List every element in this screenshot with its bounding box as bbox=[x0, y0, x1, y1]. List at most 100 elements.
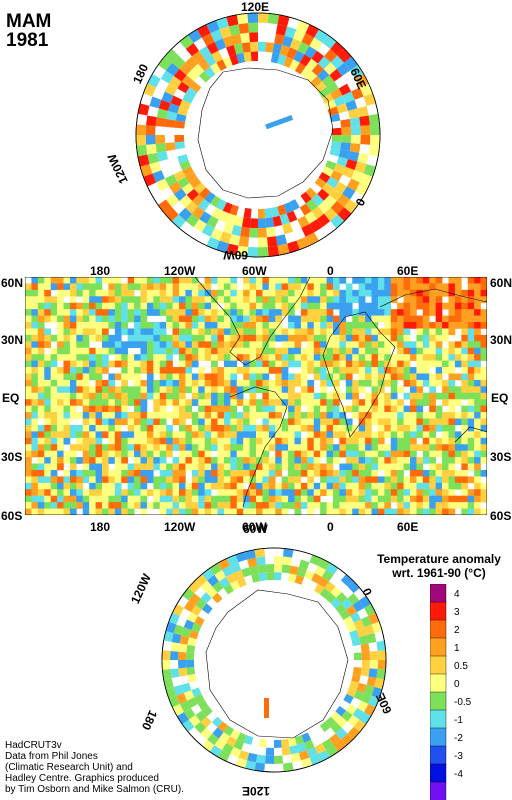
north-grid-cell bbox=[210, 29, 223, 42]
south-grid-cell bbox=[335, 727, 348, 740]
global-grid-cell bbox=[153, 476, 161, 484]
global-grid-cell bbox=[82, 489, 90, 496]
global-grid-cell bbox=[461, 354, 469, 361]
global-grid-cell bbox=[44, 386, 51, 394]
global-grid-cell bbox=[37, 373, 45, 381]
global-grid-cell bbox=[185, 373, 193, 381]
global-right-lat-4: 30S bbox=[490, 450, 512, 464]
global-grid-cell bbox=[313, 489, 321, 496]
global-grid-cell bbox=[25, 296, 32, 304]
south-grid-cell bbox=[186, 660, 195, 668]
global-grid-cell bbox=[69, 379, 77, 387]
global-grid-cell bbox=[243, 476, 250, 484]
global-grid-cell bbox=[31, 302, 39, 310]
global-grid-cell bbox=[300, 296, 308, 304]
global-grid-cell bbox=[435, 450, 443, 458]
global-grid-cell bbox=[108, 277, 116, 284]
global-grid-cell bbox=[307, 463, 315, 471]
global-grid-cell bbox=[384, 277, 392, 284]
south-grid-cell bbox=[353, 652, 362, 660]
global-grid-cell bbox=[300, 495, 308, 503]
global-grid-cell bbox=[384, 489, 392, 496]
global-grid-cell bbox=[339, 489, 347, 496]
global-grid-cell bbox=[140, 341, 148, 349]
global-grid-cell bbox=[480, 418, 487, 426]
south-grid-cell bbox=[189, 629, 199, 640]
global-grid-cell bbox=[243, 495, 250, 503]
global-grid-cell bbox=[422, 354, 430, 361]
north-grid-cell bbox=[170, 95, 183, 107]
global-grid-cell bbox=[217, 309, 225, 316]
global-grid-cell bbox=[217, 392, 225, 400]
global-grid-cell bbox=[256, 328, 263, 336]
global-grid-cell bbox=[31, 450, 39, 458]
global-grid-cell bbox=[410, 463, 417, 471]
global-grid-cell bbox=[191, 463, 199, 471]
global-grid-cell bbox=[179, 502, 186, 509]
global-grid-cell bbox=[89, 315, 96, 323]
north-grid-cell bbox=[323, 194, 337, 208]
global-grid-cell bbox=[262, 373, 270, 381]
global-grid-cell bbox=[371, 334, 379, 342]
global-grid-cell bbox=[275, 315, 282, 323]
global-grid-cell bbox=[345, 322, 353, 329]
global-grid-cell bbox=[114, 322, 122, 329]
global-grid-cell bbox=[345, 508, 353, 515]
global-grid-cell bbox=[416, 334, 424, 342]
south-grid-cell bbox=[264, 755, 274, 764]
global-grid-cell bbox=[467, 354, 475, 361]
global-grid-cell bbox=[114, 392, 122, 400]
north-grid-cell bbox=[289, 59, 300, 71]
global-grid-cell bbox=[262, 437, 270, 445]
global-grid-cell bbox=[198, 463, 205, 471]
global-grid-cell bbox=[230, 508, 238, 515]
global-grid-cell bbox=[365, 431, 372, 439]
global-grid-cell bbox=[121, 379, 128, 387]
global-grid-cell bbox=[307, 495, 315, 503]
south-grid-cell bbox=[335, 705, 347, 717]
global-grid-cell bbox=[333, 373, 340, 381]
global-grid-cell bbox=[146, 476, 154, 484]
global-grid-cell bbox=[146, 296, 154, 304]
global-grid-cell bbox=[268, 424, 276, 432]
global-grid-cell bbox=[159, 277, 167, 284]
global-grid-cell bbox=[384, 431, 392, 439]
global-grid-cell bbox=[31, 437, 39, 445]
global-grid-cell bbox=[262, 412, 270, 419]
global-grid-cell bbox=[82, 463, 90, 471]
north-grid-cell bbox=[210, 228, 223, 241]
global-grid-cell bbox=[50, 277, 58, 284]
north-grid-cell bbox=[214, 38, 227, 51]
global-grid-cell bbox=[320, 392, 327, 400]
south-grid-cell bbox=[341, 598, 353, 610]
global-grid-cell bbox=[352, 495, 359, 503]
global-grid-cell bbox=[448, 469, 456, 477]
global-grid-cell bbox=[236, 502, 244, 509]
global-grid-cell bbox=[288, 322, 295, 329]
global-grid-cell bbox=[365, 399, 372, 406]
global-grid-cell bbox=[172, 379, 180, 387]
north-grid-cell bbox=[297, 215, 310, 229]
north-grid-cell bbox=[329, 188, 343, 202]
global-grid-cell bbox=[146, 424, 154, 432]
global-grid-cell bbox=[191, 418, 199, 426]
global-grid-cell bbox=[25, 476, 32, 484]
global-grid-cell bbox=[159, 502, 167, 509]
south-grid-cell bbox=[287, 737, 297, 747]
global-grid-cell bbox=[121, 322, 128, 329]
north-grid-cell bbox=[146, 143, 157, 155]
global-grid-cell bbox=[127, 431, 135, 439]
global-grid-cell bbox=[262, 309, 270, 316]
global-grid-cell bbox=[416, 289, 424, 297]
global-grid-cell bbox=[69, 283, 77, 291]
global-grid-cell bbox=[442, 508, 449, 515]
global-grid-cell bbox=[403, 424, 411, 432]
global-grid-cell bbox=[454, 495, 462, 503]
global-grid-cell bbox=[390, 334, 398, 342]
global-grid-cell bbox=[127, 392, 135, 400]
global-grid-cell bbox=[223, 379, 231, 387]
global-grid-cell bbox=[377, 437, 385, 445]
global-grid-cell bbox=[179, 437, 186, 445]
south-grid-cell bbox=[346, 704, 358, 716]
global-grid-cell bbox=[223, 315, 231, 323]
